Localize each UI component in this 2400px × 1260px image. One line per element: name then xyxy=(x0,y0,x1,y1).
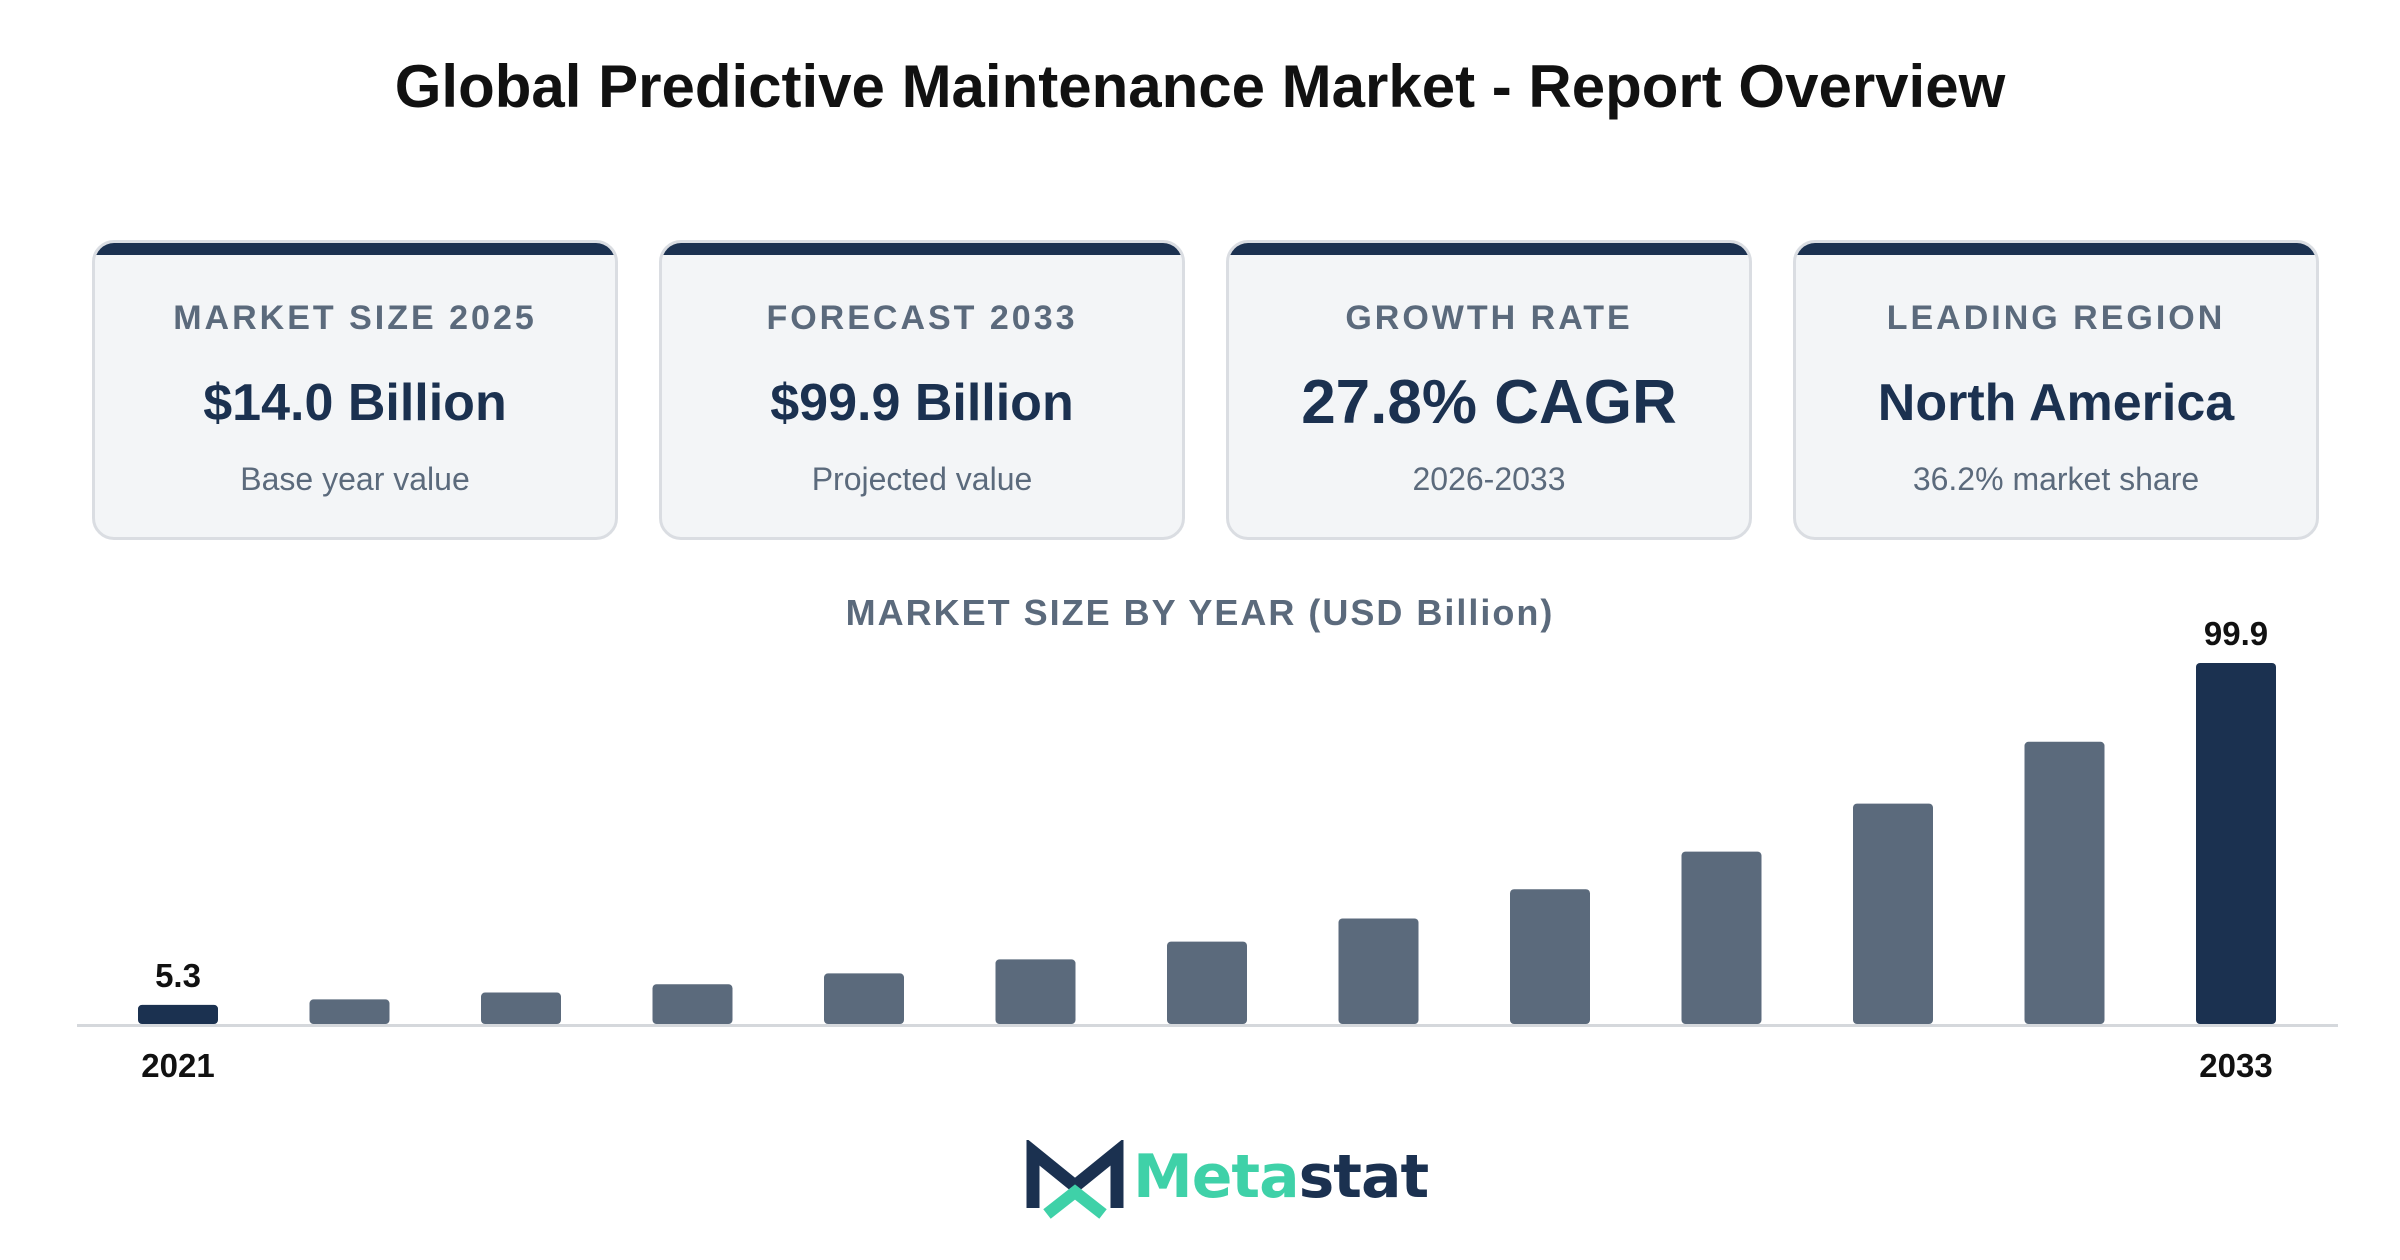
kpi-cards: MARKET SIZE 2025 $14.0 Billion Base year… xyxy=(92,240,2322,544)
kpi-value: North America xyxy=(1877,374,2235,432)
metastat-logo-text: Metastat xyxy=(1133,1142,1430,1212)
kpi-label: FORECAST 2033 xyxy=(766,299,1078,337)
bar-2025 xyxy=(824,973,904,1024)
bar-2021 xyxy=(138,1004,218,1024)
kpi-label: MARKET SIZE 2025 xyxy=(173,299,537,337)
kpi-label: LEADING REGION xyxy=(1886,299,2226,337)
kpi-label: GROWTH RATE xyxy=(1345,299,1633,337)
kpi-value: 27.8% CAGR xyxy=(1301,368,1677,437)
kpi-subtext: Base year value xyxy=(240,461,470,497)
bar-2029 xyxy=(1510,889,1590,1024)
logo-text-part2: stat xyxy=(1298,1142,1430,1212)
data-label-2033: 99.9 xyxy=(2204,615,2268,652)
bar-2031 xyxy=(1853,803,1933,1024)
kpi-card-forecast: FORECAST 2033 $99.9 Billion Projected va… xyxy=(659,240,1185,540)
x-tick-label-2033: 2033 xyxy=(2199,1047,2272,1084)
kpi-value: $99.9 Billion xyxy=(770,374,1074,432)
kpi-subtext: Projected value xyxy=(811,461,1033,497)
data-label-2021: 5.3 xyxy=(155,957,201,994)
metastat-logo-icon xyxy=(1026,1140,1124,1219)
bar-2028 xyxy=(1338,918,1419,1024)
bar-chart: 5.3 2021 99.9 2033 xyxy=(77,615,2338,1084)
kpi-card-growth-rate: GROWTH RATE 27.8% CAGR 2026-2033 xyxy=(1226,240,1752,540)
bar-2024 xyxy=(652,984,733,1024)
bar-2032 xyxy=(2024,741,2105,1024)
bar-2030 xyxy=(1681,851,1762,1024)
kpi-card-market-size: MARKET SIZE 2025 $14.0 Billion Base year… xyxy=(92,240,618,540)
kpi-subtext: 2026-2033 xyxy=(1412,461,1566,497)
metastat-logo: Metastat xyxy=(1025,1140,1429,1220)
bar-2026 xyxy=(995,959,1076,1024)
bar-2033 xyxy=(2196,663,2276,1024)
logo-text-part1: Meta xyxy=(1133,1142,1300,1212)
bar-2022 xyxy=(309,999,390,1024)
bar-2027 xyxy=(1167,941,1247,1024)
x-tick-label-2021: 2021 xyxy=(141,1047,214,1084)
bar-2023 xyxy=(481,992,561,1024)
page-title: Global Predictive Maintenance Market - R… xyxy=(394,53,2006,120)
kpi-value: $14.0 Billion xyxy=(203,374,507,432)
kpi-card-leading-region: LEADING REGION North America 36.2% marke… xyxy=(1793,240,2319,540)
kpi-subtext: 36.2% market share xyxy=(1912,461,2200,497)
chart-title: MARKET SIZE BY YEAR (USD Billion) xyxy=(845,592,1555,633)
